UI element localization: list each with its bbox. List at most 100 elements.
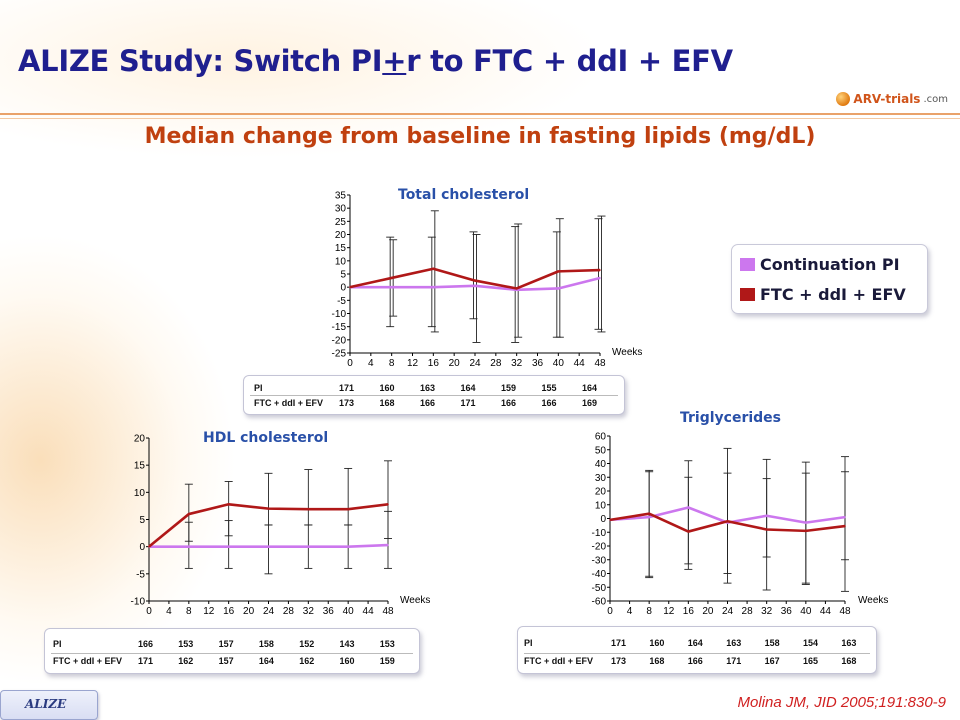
x-tick-label: 32 — [761, 606, 773, 617]
n-table-row-label: PI — [524, 638, 533, 648]
data-point-ftc — [557, 270, 560, 273]
x-tick-label: 20 — [702, 606, 714, 617]
n-table-cell: 166 — [541, 398, 557, 408]
y-tick-label: -10 — [332, 309, 347, 320]
y-tick-label: 10 — [134, 488, 146, 499]
n-table-cell: 171 — [726, 656, 742, 666]
y-tick-label: -15 — [332, 322, 347, 333]
x-tick-label: 40 — [800, 606, 812, 617]
y-tick-label: 0 — [139, 542, 145, 553]
x-tick-label: 40 — [553, 358, 565, 369]
n-table-cell: 143 — [339, 639, 355, 649]
footer-tab[interactable]: ALIZE — [0, 690, 98, 720]
arv-trials-logo: ARV-trials .com — [836, 92, 948, 106]
n-table-cell: 173 — [611, 656, 627, 666]
data-point-pi — [599, 277, 601, 279]
n-table-cell: 163 — [841, 638, 857, 648]
y-tick-label: 35 — [335, 191, 347, 202]
x-tick-label: 0 — [607, 606, 613, 617]
x-tick-label: 44 — [363, 606, 375, 617]
data-point-pi — [557, 287, 560, 290]
x-axis-label: Weeks — [858, 595, 888, 606]
title-part-2: r to FTC + ddI + EFV — [406, 44, 733, 78]
x-tick-label: 36 — [781, 606, 793, 617]
n-table-triglycerides: PI 171 160 164 163 158 154 163 FTC + ddI + EFV 17… — [517, 626, 877, 674]
data-point-ftc — [387, 503, 389, 506]
chart-legend: Continuation PI FTC + ddI + EFV — [731, 244, 928, 314]
x-tick-label: 48 — [839, 606, 851, 617]
y-tick-label: 30 — [595, 473, 607, 484]
n-table-cell: 154 — [803, 638, 819, 648]
n-table-cell: 157 — [218, 656, 234, 666]
data-point-ftc — [515, 287, 518, 290]
data-point-pi — [188, 545, 190, 548]
x-tick-label: 8 — [389, 358, 395, 369]
x-axis-label: Weeks — [400, 595, 430, 606]
x-tick-label: 36 — [323, 606, 335, 617]
y-tick-label: 15 — [134, 461, 146, 472]
n-table-hdl: PI 166 153 157 158 152 143 153 FTC + ddI + EFV 17… — [44, 628, 420, 674]
x-tick-label: 16 — [683, 606, 695, 617]
data-point-ftc — [432, 267, 435, 270]
data-point-pi — [844, 516, 846, 518]
chart-title-total-cholesterol: Total cholesterol — [398, 187, 530, 203]
n-table-cell: 168 — [379, 398, 395, 408]
legend-swatch-pi — [740, 258, 755, 271]
x-tick-label: 4 — [166, 606, 172, 617]
y-tick-label: -20 — [332, 335, 347, 346]
n-table-cell: 171 — [339, 383, 355, 393]
y-tick-label: -10 — [592, 528, 607, 539]
x-tick-label: 0 — [347, 358, 353, 369]
y-tick-label: 20 — [134, 434, 146, 445]
data-point-ftc — [609, 519, 611, 521]
y-tick-label: 15 — [335, 243, 347, 254]
y-tick-label: 60 — [595, 432, 607, 443]
n-table-cell: 160 — [649, 638, 665, 648]
x-tick-label: 12 — [663, 606, 675, 617]
n-table-cell: 152 — [299, 639, 315, 649]
data-point-ftc — [474, 279, 476, 282]
n-table-row: FTC + ddI + EFV 173 168 166 171 166 166 169 — [244, 396, 624, 410]
n-table-row-label: FTC + ddI + EFV — [254, 398, 324, 408]
y-tick-label: 20 — [335, 230, 347, 241]
n-table-cell: 158 — [764, 638, 780, 648]
n-table-cell: 166 — [420, 398, 436, 408]
n-table-cell: 155 — [541, 383, 557, 393]
n-table-row: PI 171 160 164 163 158 154 163 — [518, 636, 876, 650]
n-table-cell: 168 — [841, 656, 857, 666]
x-tick-label: 4 — [627, 606, 633, 617]
n-table-cell: 163 — [420, 383, 436, 393]
x-tick-label: 24 — [722, 606, 734, 617]
y-tick-label: -5 — [136, 569, 145, 580]
y-tick-label: 30 — [335, 204, 347, 215]
n-table-cell: 165 — [803, 656, 819, 666]
legend-label-ftc: FTC + ddI + EFV — [760, 285, 906, 304]
n-table-cell: 164 — [687, 638, 703, 648]
y-tick-label: -30 — [592, 555, 607, 566]
x-tick-label: 28 — [283, 606, 295, 617]
x-tick-label: 24 — [263, 606, 275, 617]
x-tick-label: 44 — [574, 358, 586, 369]
y-tick-label: 20 — [595, 487, 607, 498]
y-tick-label: -40 — [592, 569, 607, 580]
n-table-row-label: FTC + ddI + EFV — [524, 656, 594, 666]
y-tick-label: 0 — [600, 514, 606, 525]
title-plus-underlined: + — [382, 44, 407, 78]
data-point-ftc — [188, 513, 190, 515]
citation: Molina JM, JID 2005;191:830-9 — [737, 694, 946, 711]
data-point-ftc — [687, 530, 690, 533]
x-tick-label: 32 — [303, 606, 315, 617]
x-tick-label: 48 — [594, 358, 606, 369]
y-tick-label: -60 — [592, 597, 607, 608]
y-tick-label: -25 — [332, 349, 347, 360]
data-point-ftc — [805, 530, 807, 532]
n-table-row-label: PI — [254, 383, 263, 393]
n-table-row-label: FTC + ddI + EFV — [53, 656, 123, 666]
n-table-cell: 166 — [501, 398, 517, 408]
header-rule — [0, 113, 960, 115]
n-table-cell: 158 — [258, 639, 274, 649]
n-table-cell: 171 — [138, 656, 154, 666]
n-table-cell: 160 — [339, 656, 355, 666]
